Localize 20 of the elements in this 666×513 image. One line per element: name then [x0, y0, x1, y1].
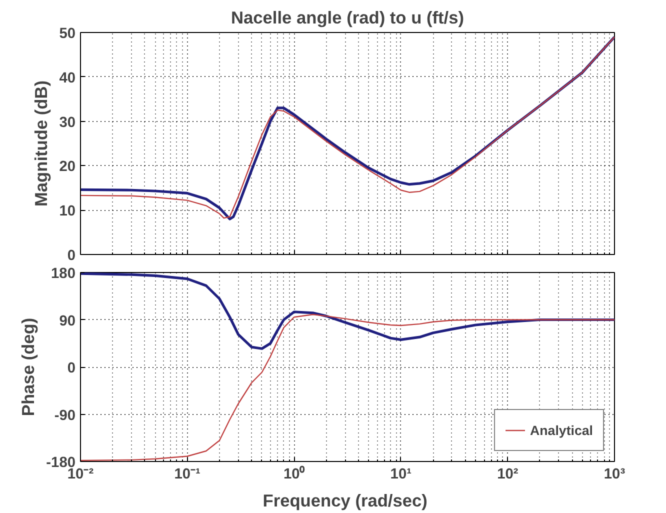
y-tick-label: 30 [59, 114, 76, 131]
y-tick-label: 50 [59, 26, 76, 42]
chart-title: Nacelle angle (rad) to u (ft/s) [231, 8, 464, 28]
x-tick-label: 10² [497, 466, 518, 482]
x-axis-title: Frequency (rad/sec) [262, 490, 428, 510]
x-tick-label: 10⁰ [283, 466, 306, 482]
y-tick-label: 10 [59, 204, 76, 220]
y-tick-label: 40 [59, 70, 76, 86]
y-tick-label: 180 [51, 266, 76, 282]
x-tick-label: 10⁻¹ [174, 466, 201, 482]
y-tick-label: 0 [67, 360, 76, 376]
x-tick-label: 10³ [604, 466, 626, 482]
x-tick-label: 10¹ [390, 466, 412, 482]
y-axis-title: Phase (deg) [18, 318, 38, 416]
legend-label: Analytical [530, 422, 593, 438]
y-tick-label: 90 [59, 313, 76, 330]
y-axis-title: Magnitude (dB) [31, 80, 52, 207]
y-tick-label: 0 [67, 248, 76, 264]
y-tick-label: 20 [59, 159, 76, 176]
y-tick-label: -90 [54, 408, 76, 424]
